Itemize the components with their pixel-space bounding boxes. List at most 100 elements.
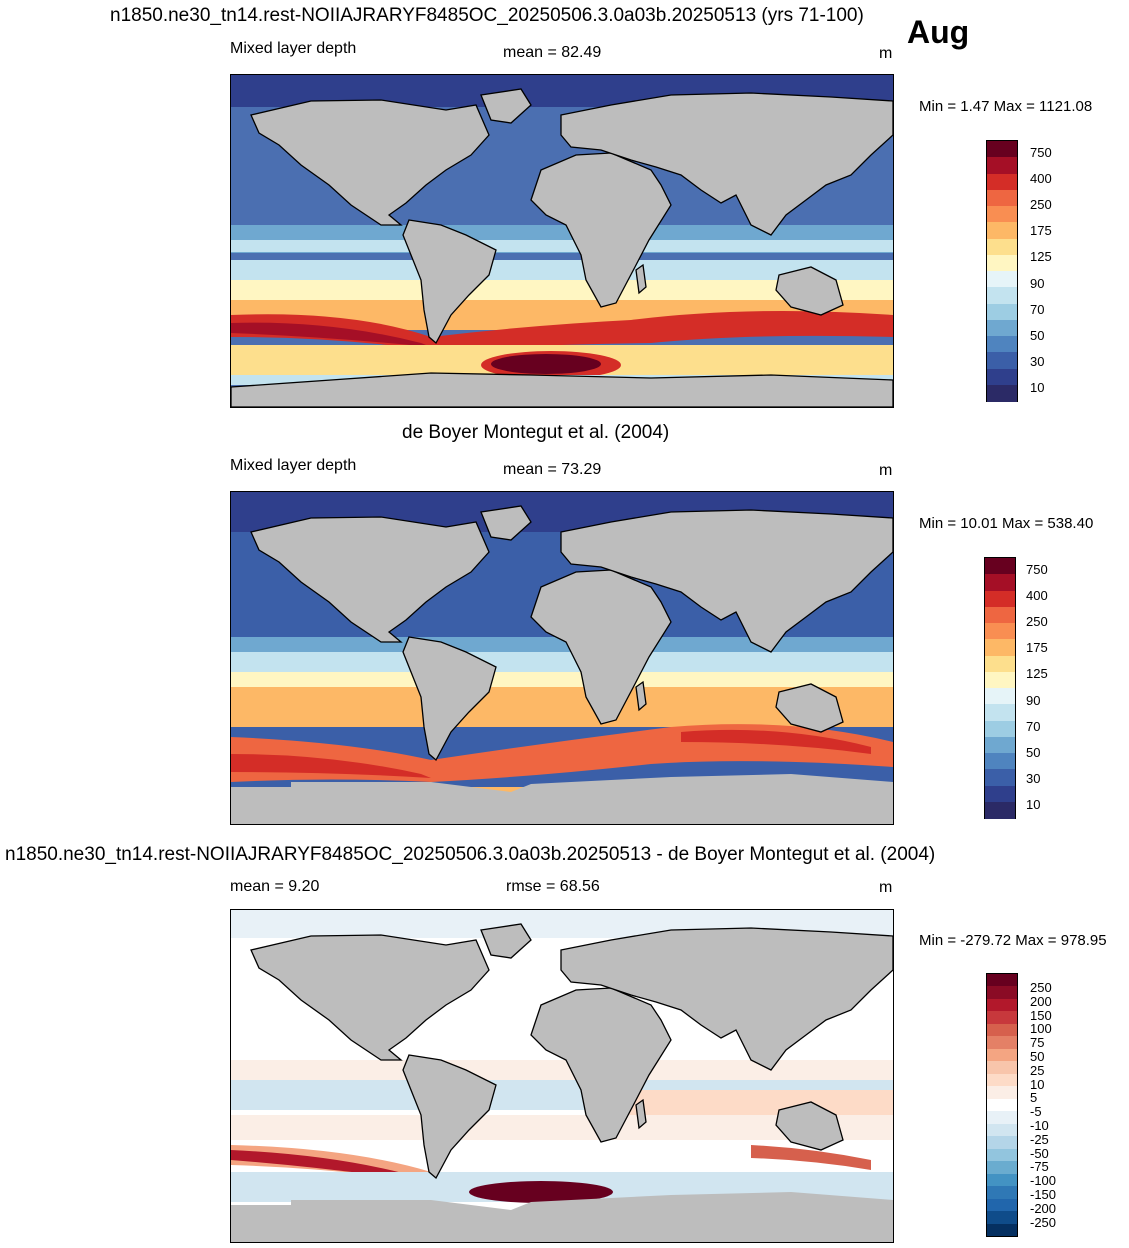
colorbar-tick-label: 50 [1030, 327, 1045, 343]
colorbar-swatch [985, 639, 1015, 656]
colorbar-tick-label: 10 [1026, 796, 1041, 812]
colorbar-tick-label: 250 [1026, 614, 1048, 630]
colorbar-tick-label: 70 [1026, 718, 1041, 734]
colorbar-swatch [987, 1073, 1017, 1087]
colorbar-swatch [987, 1111, 1017, 1125]
colorbar-swatch [987, 1223, 1017, 1237]
panel-2-units-label: m [879, 462, 893, 479]
colorbar-swatch [987, 303, 1017, 321]
colorbar-swatch [987, 1023, 1017, 1037]
colorbar-swatch [985, 606, 1015, 624]
colorbar-swatch [987, 1186, 1017, 1200]
colorbar-tick-label: 10 [1030, 1076, 1045, 1092]
colorbar-swatch [987, 1098, 1017, 1112]
colorbar-tick-label: -25 [1030, 1131, 1049, 1147]
colorbar-tick-label: -100 [1030, 1173, 1057, 1189]
colorbar-swatch [987, 368, 1017, 386]
month-label: Aug [907, 14, 970, 50]
panel-3-map [230, 909, 894, 1243]
colorbar-swatch [987, 1061, 1017, 1075]
colorbar-tick-label: 10 [1030, 379, 1045, 395]
colorbar-swatch [987, 287, 1017, 304]
panel-1-map-svg [231, 75, 893, 407]
colorbar-swatch [987, 319, 1017, 337]
panel-2-mean-label: mean = 73.29 [503, 461, 602, 478]
colorbar-tick-label: 30 [1030, 353, 1045, 369]
colorbar-tick-label: 30 [1026, 770, 1041, 786]
colorbar-swatch [987, 1036, 1017, 1050]
colorbar-swatch [985, 590, 1015, 608]
panel-1-map [230, 74, 894, 408]
panel-2-map-svg [231, 492, 893, 824]
colorbar-swatch [987, 352, 1017, 369]
panel-3-rmse-label: rmse = 68.56 [506, 878, 600, 895]
colorbar-swatch [987, 1198, 1017, 1212]
colorbar-swatch [987, 189, 1017, 207]
panel-3-mean-label: mean = 9.20 [230, 878, 320, 895]
colorbar-swatch [987, 986, 1017, 1000]
colorbar-tick-label: 400 [1030, 171, 1052, 187]
colorbar-tick-label: 175 [1030, 223, 1052, 239]
colorbar-swatch [987, 336, 1017, 353]
panel-3-units-label: m [879, 879, 893, 896]
panel-2-title: de Boyer Montegut et al. (2004) [402, 422, 670, 443]
panel-3-colorbar-swatches [986, 973, 1018, 1237]
colorbar-tick-label: 200 [1030, 993, 1052, 1009]
colorbar-swatch [987, 173, 1017, 191]
colorbar-swatch [987, 1136, 1017, 1150]
panel-2-colorbar-swatches [984, 557, 1016, 819]
colorbar-swatch [987, 271, 1017, 288]
colorbar-tick-label: -250 [1030, 1214, 1057, 1230]
colorbar-swatch [987, 1123, 1017, 1137]
colorbar-swatch [987, 1148, 1017, 1162]
panel-2-variable-label: Mixed layer depth [230, 457, 357, 474]
panel-1-minmax-label: Min = 1.47 Max = 1121.08 [919, 98, 1093, 115]
panel-2-map [230, 491, 894, 825]
colorbar-tick-label: -75 [1030, 1159, 1049, 1175]
colorbar-tick-label: 70 [1030, 301, 1045, 317]
panel-2-minmax-label: Min = 10.01 Max = 538.40 [919, 515, 1094, 532]
colorbar-swatch [985, 688, 1015, 705]
panel-3-title: n1850.ne30_tn14.rest-NOIIAJRARYF8485OC_2… [5, 844, 936, 865]
colorbar-swatch [987, 1086, 1017, 1100]
panel-1-colorbar-swatches [986, 140, 1018, 402]
colorbar-swatch [985, 655, 1015, 673]
colorbar-swatch [987, 1211, 1017, 1225]
colorbar-tick-label: 5 [1030, 1090, 1038, 1106]
colorbar-tick-label: 250 [1030, 197, 1052, 213]
colorbar-swatch [987, 1011, 1017, 1025]
colorbar-swatch [985, 769, 1015, 786]
colorbar-tick-label: 25 [1030, 1062, 1045, 1078]
colorbar-swatch [987, 974, 1017, 987]
colorbar-swatch [985, 801, 1015, 819]
colorbar-swatch [985, 736, 1015, 754]
panel-3-minmax-label: Min = -279.72 Max = 978.95 [919, 932, 1107, 949]
colorbar-tick-label: 750 [1030, 145, 1052, 160]
colorbar-tick-label: 250 [1030, 980, 1052, 995]
colorbar-tick-label: 50 [1030, 1049, 1045, 1064]
colorbar-swatch [985, 574, 1015, 591]
colorbar-tick-label: 750 [1026, 562, 1048, 577]
colorbar-swatch [985, 704, 1015, 721]
colorbar-tick-label: 125 [1030, 249, 1052, 265]
colorbar-swatch [985, 671, 1015, 689]
colorbar-swatch [987, 206, 1017, 223]
colorbar-tick-label: 125 [1026, 666, 1048, 682]
colorbar-swatch [987, 998, 1017, 1012]
panel-3-map-svg [231, 910, 893, 1242]
colorbar-swatch [985, 720, 1015, 738]
colorbar-tick-label: -200 [1030, 1200, 1057, 1216]
colorbar-swatch [987, 157, 1017, 174]
colorbar-swatch [987, 384, 1017, 402]
colorbar-swatch [987, 1161, 1017, 1175]
colorbar-swatch [987, 254, 1017, 272]
panel-1-variable-label: Mixed layer depth [230, 40, 357, 57]
colorbar-tick-label: 75 [1030, 1035, 1045, 1051]
colorbar-tick-label: -150 [1030, 1187, 1057, 1202]
colorbar-tick-label: -10 [1030, 1118, 1049, 1133]
colorbar-swatch [987, 1173, 1017, 1187]
colorbar-tick-label: 90 [1026, 692, 1041, 708]
colorbar-tick-label: 100 [1030, 1021, 1052, 1037]
colorbar-tick-label: -50 [1030, 1145, 1049, 1161]
panel-1-title: n1850.ne30_tn14.rest-NOIIAJRARYF8485OC_2… [110, 5, 864, 26]
